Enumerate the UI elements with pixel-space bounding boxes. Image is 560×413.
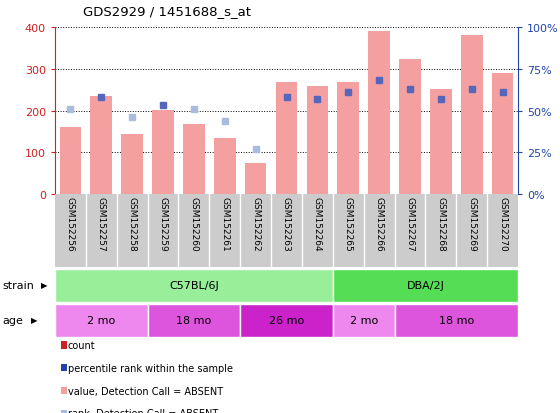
Bar [245,163,267,195]
Bar [59,128,81,195]
Bar [122,135,143,195]
Text: GSM152261: GSM152261 [220,197,229,252]
Text: value, Detection Call = ABSENT: value, Detection Call = ABSENT [68,386,223,396]
Bar [333,304,395,337]
Text: GDS2929 / 1451688_s_at: GDS2929 / 1451688_s_at [83,5,251,18]
Text: GSM152256: GSM152256 [66,197,75,252]
Text: age: age [3,315,24,325]
Text: GSM152257: GSM152257 [97,197,106,252]
Bar [91,97,112,195]
Text: 26 mo: 26 mo [269,316,304,326]
Text: ▶: ▶ [41,281,48,290]
Text: rank, Detection Call = ABSENT: rank, Detection Call = ABSENT [68,408,218,413]
Bar [152,110,174,195]
Bar [395,304,518,337]
Bar [240,304,333,337]
Text: GSM152263: GSM152263 [282,197,291,252]
Text: ▶: ▶ [31,316,38,325]
Text: GSM152259: GSM152259 [158,197,167,252]
Text: GSM152269: GSM152269 [467,197,476,252]
Text: GSM152260: GSM152260 [189,197,198,252]
Text: 18 mo: 18 mo [438,316,474,326]
Bar [183,125,205,195]
Text: 2 mo: 2 mo [349,316,378,326]
Bar [492,74,514,195]
Text: 2 mo: 2 mo [87,316,115,326]
Bar [338,83,359,195]
Text: 18 mo: 18 mo [176,316,212,326]
Bar [430,90,451,195]
Bar [148,304,240,337]
Text: GSM152264: GSM152264 [313,197,322,251]
Text: strain: strain [3,280,35,290]
Text: GSM152268: GSM152268 [436,197,445,252]
Text: GSM152267: GSM152267 [405,197,414,252]
Text: C57BL/6J: C57BL/6J [169,281,219,291]
Bar [55,304,148,337]
Text: GSM152265: GSM152265 [344,197,353,252]
Bar [306,87,328,195]
Bar [276,83,297,195]
Text: GSM152266: GSM152266 [375,197,384,252]
Bar [214,139,236,195]
Text: GSM152258: GSM152258 [128,197,137,252]
Text: DBA/2J: DBA/2J [407,281,444,291]
Text: GSM152262: GSM152262 [251,197,260,251]
Bar [55,269,333,302]
Text: count: count [68,340,95,350]
Bar [368,32,390,195]
Text: GSM152270: GSM152270 [498,197,507,252]
Bar [461,36,483,195]
Text: percentile rank within the sample: percentile rank within the sample [68,363,232,373]
Bar [333,269,518,302]
Bar [399,59,421,195]
